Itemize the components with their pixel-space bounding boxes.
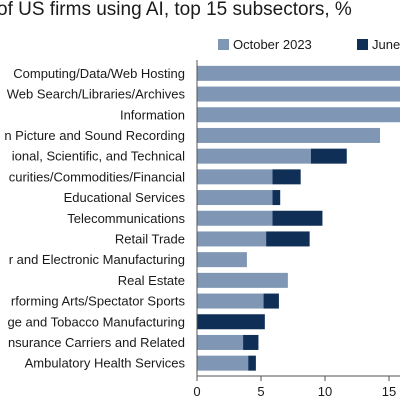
bar-june-educational-services [272,190,281,206]
category-label-computing-data-web-hosting: Computing/Data/Web Hosting [13,66,185,81]
bar-october-2023-retail-trade [197,231,267,247]
bar-october-2023-web-search-libraries-archives [197,86,400,102]
bar-october-2023-curities-commodities-financial [197,169,273,185]
bar-october-2023-computing-data-web-hosting [197,65,400,81]
category-label-ge-and-tobacco-manufacturing: ge and Tobacco Manufacturing [7,314,185,329]
legend-label-june: June [372,37,400,52]
category-label-rforming-arts-spectator-sports: rforming Arts/Spectator Sports [11,294,186,309]
bar-june-retail-trade [266,231,310,247]
bars-group [197,65,400,371]
category-label-retail-trade: Retail Trade [115,231,185,246]
bar-october-2023-ional-scientific-and-technical [197,148,311,164]
legend-swatch-october-2023 [218,39,229,50]
category-label-ambulatory-health-services: Ambulatory Health Services [25,356,186,371]
x-tick-label-10: 10 [318,384,332,399]
category-label-web-search-libraries-archives: Web Search/Libraries/Archives [7,87,186,102]
legend: October 2023 June [218,37,400,52]
bar-june-ge-and-tobacco-manufacturing [197,314,265,330]
legend-swatch-june [357,39,368,50]
x-tick-label-0: 0 [193,384,200,399]
category-label-nsurance-carriers-and-related: nsurance Carriers and Related [8,335,185,350]
bar-june-telecommunications [272,210,323,226]
category-label-n-picture-and-sound-recording: n Picture and Sound Recording [4,128,185,143]
bar-october-2023-educational-services [197,190,273,206]
category-label-information: Information [120,107,185,122]
legend-label-october-2023: October 2023 [233,37,312,52]
bar-october-2023-n-picture-and-sound-recording [197,127,381,143]
bar-october-2023-information [197,107,400,123]
category-label-educational-services: Educational Services [64,190,186,205]
category-label-r-and-electronic-manufacturing: r and Electronic Manufacturing [9,252,185,267]
bar-october-2023-real-estate [197,272,288,288]
category-label-real-estate: Real Estate [118,273,185,288]
category-labels: Computing/Data/Web Hosting Web Search/Lib… [4,66,185,371]
category-label-telecommunications: Telecommunications [67,211,185,226]
category-label-curities-commodities-financial: curities/Commodities/Financial [9,169,185,184]
bar-october-2023-ambulatory-health-services [197,355,249,371]
bar-october-2023-rforming-arts-spectator-sports [197,293,264,309]
bar-june-nsurance-carriers-and-related [243,334,259,350]
bar-june-curities-commodities-financial [272,169,301,185]
bar-october-2023-nsurance-carriers-and-related [197,334,244,350]
bar-october-2023-telecommunications [197,210,273,226]
x-tick-label-5: 5 [257,384,264,399]
bar-june-ional-scientific-and-technical [310,148,347,164]
bar-june-rforming-arts-spectator-sports [263,293,279,309]
x-axis: 0 5 10 15 [193,60,400,399]
chart-title: of US firms using AI, top 15 subsectors,… [0,0,352,20]
category-label-ional-scientific-and-technical: ional, Scientific, and Technical [12,149,185,164]
x-tick-label-15: 15 [382,384,396,399]
bar-october-2023-r-and-electronic-manufacturing [197,252,247,268]
bar-june-ambulatory-health-services [248,355,256,371]
